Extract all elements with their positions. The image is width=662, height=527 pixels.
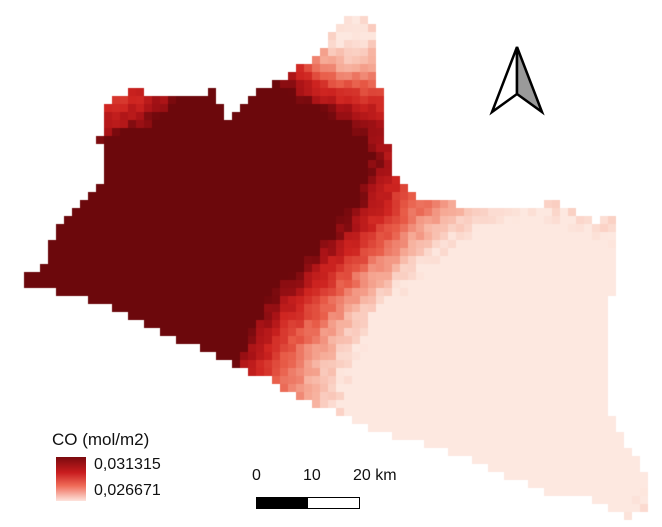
scale-label-20: 20 km (353, 467, 397, 484)
scale-label-0: 0 (252, 467, 261, 484)
scale-bar (256, 497, 360, 509)
legend-min-value: 0,026671 (94, 482, 161, 499)
legend-title: CO (mol/m2) (52, 430, 150, 449)
scale-bar-segment-black (257, 498, 308, 508)
north-arrow-icon (489, 46, 545, 116)
legend-color-ramp (56, 457, 86, 501)
legend-max-value: 0,031315 (94, 456, 161, 473)
scale-label-10: 10 (303, 467, 321, 484)
scale-bar-segment-white (308, 498, 359, 508)
